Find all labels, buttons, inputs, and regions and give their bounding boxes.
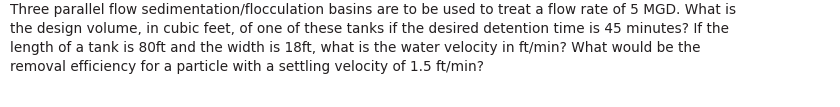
Text: Three parallel flow sedimentation/flocculation basins are to be used to treat a : Three parallel flow sedimentation/floccu… (10, 3, 736, 74)
